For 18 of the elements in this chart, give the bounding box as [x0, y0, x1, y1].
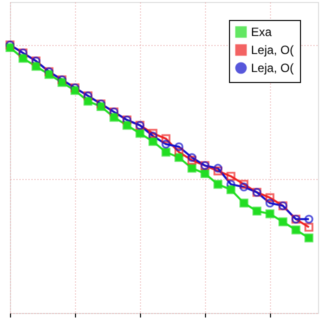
point: [213, 166, 222, 176]
legend-label: Leja, O(: [251, 61, 294, 75]
legend-label: Leja, O(: [251, 43, 294, 57]
point: [239, 182, 248, 192]
point: [174, 148, 184, 157]
point: [213, 164, 222, 173]
legend-label: Exa: [251, 25, 272, 39]
point: [174, 142, 184, 152]
point: [188, 153, 196, 162]
point: [148, 128, 158, 138]
point: [265, 193, 274, 202]
point: [304, 222, 314, 232]
point: [188, 156, 196, 165]
point: [162, 140, 170, 149]
point: [226, 172, 236, 181]
point: [162, 134, 170, 144]
point: [239, 180, 248, 189]
point: [265, 198, 274, 208]
